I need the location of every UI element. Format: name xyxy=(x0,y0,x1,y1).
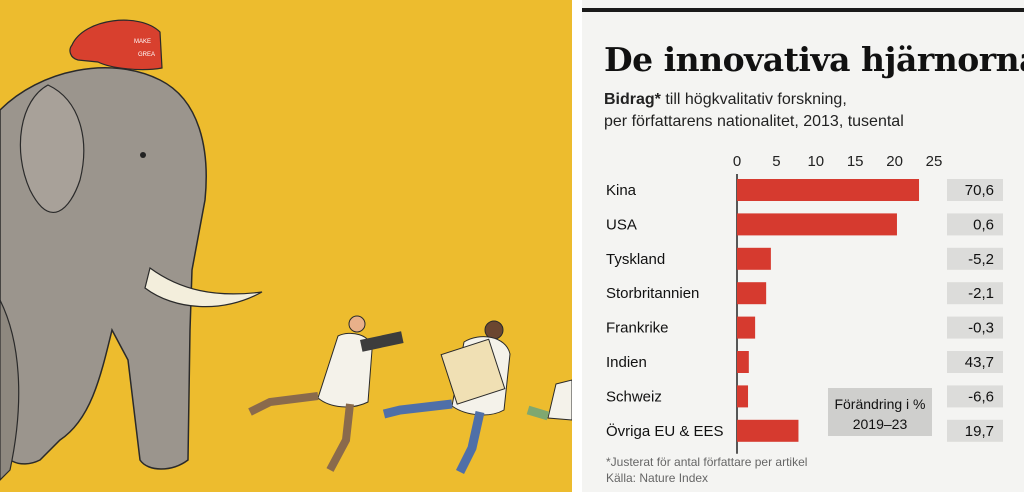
change-box xyxy=(947,247,1003,270)
source: Källa: Nature Index xyxy=(606,471,709,485)
bar xyxy=(737,213,897,236)
elephant-tusk-icon xyxy=(144,266,263,308)
category-label: Övriga EU & EES xyxy=(606,422,724,440)
top-rule xyxy=(582,8,1024,12)
bar xyxy=(737,351,749,373)
change-box xyxy=(947,213,1003,236)
change-value: -2,1 xyxy=(968,285,994,302)
change-value: -5,2 xyxy=(968,251,994,268)
scientist-icon xyxy=(526,379,572,421)
category-label: USA xyxy=(606,216,637,233)
change-label: Förändring i % xyxy=(834,396,925,412)
change-label-box xyxy=(828,388,932,436)
category-label: Schweiz xyxy=(606,388,662,405)
footnote-block: *Justerat för antal författare per artik… xyxy=(606,454,807,486)
elephant-ear-icon xyxy=(19,84,85,213)
change-box xyxy=(947,351,1003,373)
change-value: -6,6 xyxy=(968,388,994,405)
bar xyxy=(737,316,756,339)
change-value: -0,3 xyxy=(968,320,994,337)
x-tick-label: 25 xyxy=(926,153,943,170)
change-label: 2019–23 xyxy=(853,416,908,432)
x-tick-label: 10 xyxy=(807,153,824,170)
category-label: Frankrike xyxy=(606,320,669,337)
x-tick-label: 5 xyxy=(772,153,780,170)
subtitle-line2: per författarens nationalitet, 2013, tus… xyxy=(604,113,904,130)
cap-text: MAKE xyxy=(134,39,151,45)
bar xyxy=(737,419,799,442)
change-value: 19,7 xyxy=(965,423,994,440)
subtitle-line1: till högkvalitativ forskning, xyxy=(660,91,847,108)
bar xyxy=(737,385,749,408)
chart-subtitle: Bidrag* till högkvalitativ forskning, pe… xyxy=(604,89,904,133)
chart-title: De innovativa hjärnorna xyxy=(604,40,1024,79)
change-box xyxy=(947,179,1003,201)
category-label: Kina xyxy=(606,182,637,199)
subtitle-bold: Bidrag* xyxy=(604,91,661,108)
bar xyxy=(737,179,920,201)
bar-chart: 0 5 10 15 20 25 Kina 70,6 USA 0,6 Tyskland -5,2 Stor… xyxy=(606,153,1003,454)
change-box xyxy=(947,282,1003,305)
illustration-art: MAKE GREA xyxy=(0,19,572,481)
footnote: *Justerat för antal författare per artik… xyxy=(606,455,808,469)
change-box xyxy=(947,316,1003,339)
x-tick-label: 15 xyxy=(847,153,864,170)
elephant-eye-icon xyxy=(140,152,146,158)
change-value: 70,6 xyxy=(965,182,994,199)
x-tick-label: 20 xyxy=(886,153,903,170)
change-value: 43,7 xyxy=(965,354,994,371)
scientist-icon xyxy=(248,315,404,472)
elephant-illustration: MAKE GREA xyxy=(0,0,572,492)
bar xyxy=(737,282,767,305)
category-label: Indien xyxy=(606,354,647,371)
change-box xyxy=(947,419,1003,442)
scientist-icon xyxy=(382,320,511,475)
x-tick-label: 0 xyxy=(733,153,741,170)
bar xyxy=(737,247,771,270)
cap-text: GREA xyxy=(138,52,155,58)
category-label: Tyskland xyxy=(606,251,665,268)
cap-icon xyxy=(69,19,163,71)
chart-panel: De innovativa hjärnorna Bidrag* till hög… xyxy=(582,0,1024,492)
elephant-leg-icon xyxy=(0,299,20,481)
change-box xyxy=(947,385,1003,408)
category-label: Storbritannien xyxy=(606,285,699,302)
change-value: 0,6 xyxy=(973,216,994,233)
